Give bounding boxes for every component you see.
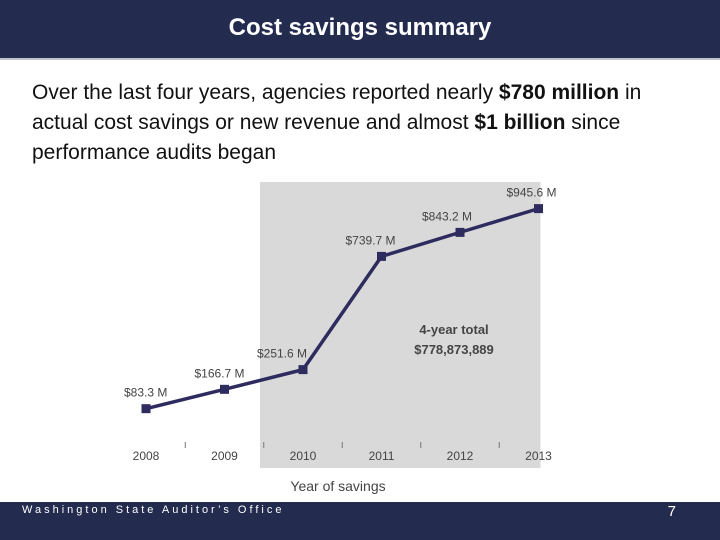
series-line [145,206,540,411]
page-number: 7 [667,503,676,520]
data-point [141,404,151,414]
x-tick-label: 2012 [447,449,474,463]
x-tick-label: 2010 [290,449,317,463]
x-axis-label: Year of savings [290,478,385,494]
data-point [455,227,465,237]
intro-bold-1: $780 million [498,81,620,104]
annotation-total-value: $778,873,889 [414,342,494,357]
data-label: $945.6 M [507,186,557,200]
x-tick-label: 2013 [525,449,552,463]
data-label: $251.6 M [257,347,307,361]
intro-text: Over the last four years, agencies repor… [32,78,702,168]
data-label: $83.3 M [124,386,167,400]
title-bar [0,0,720,60]
slide-title: Cost savings summary [228,14,492,41]
data-label: $739.7 M [346,233,396,247]
data-point [534,204,543,214]
data-label: $843.2 M [422,209,472,223]
highlight-band [260,182,541,468]
annotation-total-label: 4-year total [419,322,488,337]
data-point [377,251,386,261]
data-label: $166.7 M [195,366,245,380]
data-point [298,365,308,375]
x-tick-label: 2011 [369,449,395,463]
data-point [220,384,229,394]
intro-part-3: since performance audits began [32,111,621,164]
savings-line-chart: $83.3 M $166.7 M $251.6 M $739.7 M $843.2 M $… [124,182,557,494]
footer-text: Washington State Auditor’s Office [22,504,285,516]
intro-part-1: Over the last four years, agencies repor… [32,81,499,104]
intro-bold-2: $1 billion [474,111,566,134]
x-tick-label: 2008 [133,449,160,463]
intro-part-2: in actual cost savings or new revenue an… [32,81,642,134]
x-tick-label: 2009 [211,449,238,463]
footer-bar [0,502,720,540]
